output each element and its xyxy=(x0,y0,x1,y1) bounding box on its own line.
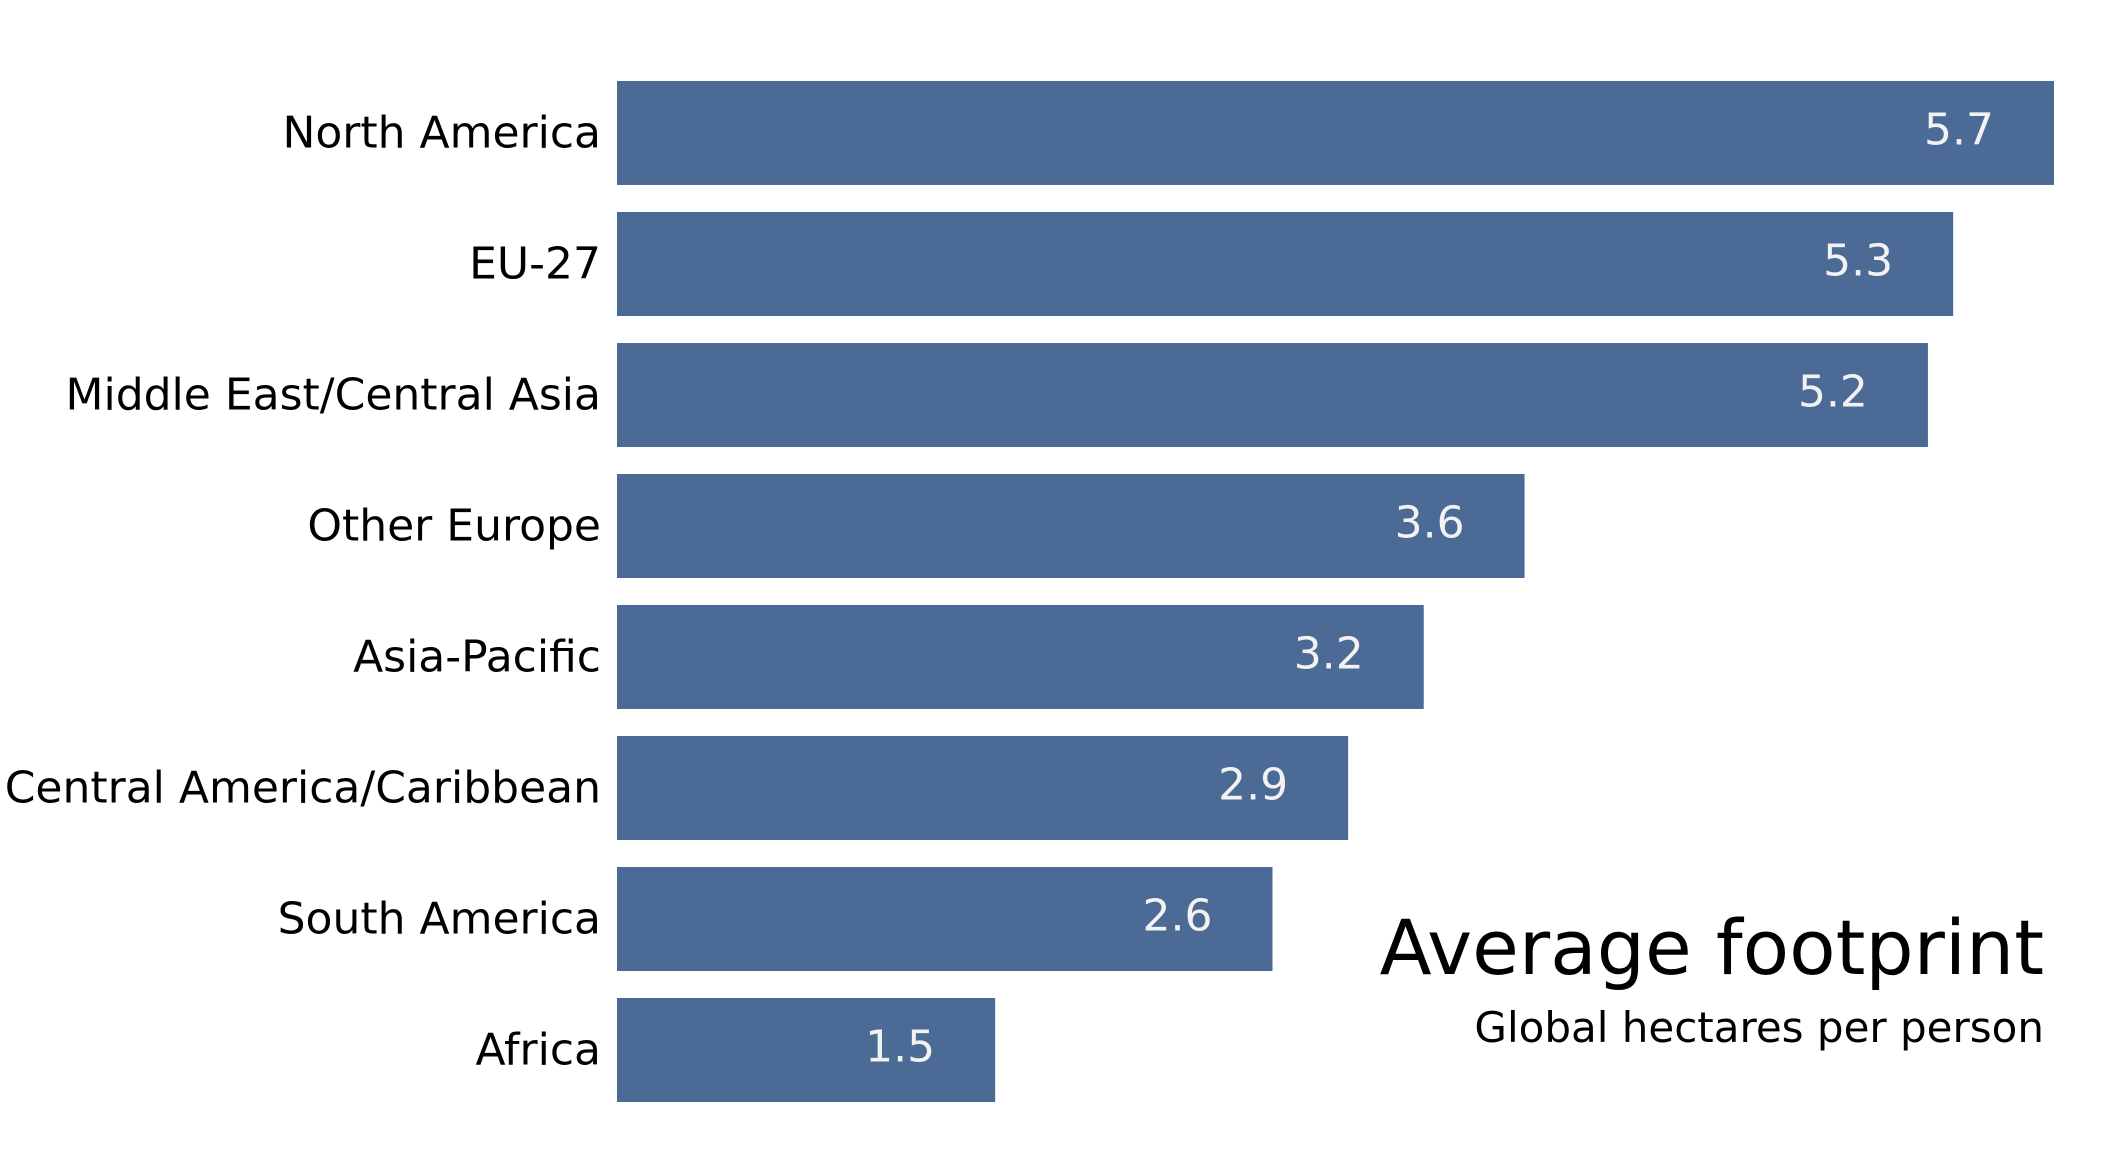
bar-north-america xyxy=(617,81,2054,185)
category-label-central-america-caribbean: Central America/Caribbean xyxy=(5,763,601,814)
value-label-eu-27: 5.3 xyxy=(1823,236,1893,287)
value-labels-layer: 5.7 5.3 5.2 3.6 3.2 2.9 2.6 1.5 xyxy=(865,105,1994,1073)
category-label-north-america: North America xyxy=(282,108,601,159)
category-label-asia-pacific: Asia-Pacific xyxy=(353,632,601,683)
chart-title: Average footprint xyxy=(1379,903,2044,992)
bar-south-america xyxy=(617,867,1273,971)
value-label-central-america-caribbean: 2.9 xyxy=(1218,760,1288,811)
bar-africa xyxy=(617,998,996,1102)
bar-eu-27 xyxy=(617,212,1954,316)
category-label-eu-27: EU-27 xyxy=(469,239,601,290)
chart-subtitle: Global hectares per person xyxy=(1474,1003,2044,1052)
bars-layer xyxy=(617,81,2054,1102)
bar-central-america-caribbean xyxy=(617,736,1349,840)
value-label-africa: 1.5 xyxy=(865,1022,935,1073)
value-label-other-europe: 3.6 xyxy=(1395,498,1465,549)
value-label-south-america: 2.6 xyxy=(1142,891,1212,942)
bar-other-europe xyxy=(617,474,1525,578)
value-label-north-america: 5.7 xyxy=(1924,105,1994,156)
bar-asia-pacific xyxy=(617,605,1424,709)
value-label-asia-pacific: 3.2 xyxy=(1294,629,1364,680)
category-label-africa: Africa xyxy=(476,1025,602,1076)
category-label-other-europe: Other Europe xyxy=(307,501,601,552)
category-labels-layer: North America EU-27 Middle East/Central As… xyxy=(5,108,601,1076)
value-label-middle-east-central-asia: 5.2 xyxy=(1798,367,1868,418)
category-label-south-america: South America xyxy=(278,894,601,945)
bar-middle-east-central-asia xyxy=(617,343,1928,447)
category-label-middle-east-central-asia: Middle East/Central Asia xyxy=(66,370,602,421)
